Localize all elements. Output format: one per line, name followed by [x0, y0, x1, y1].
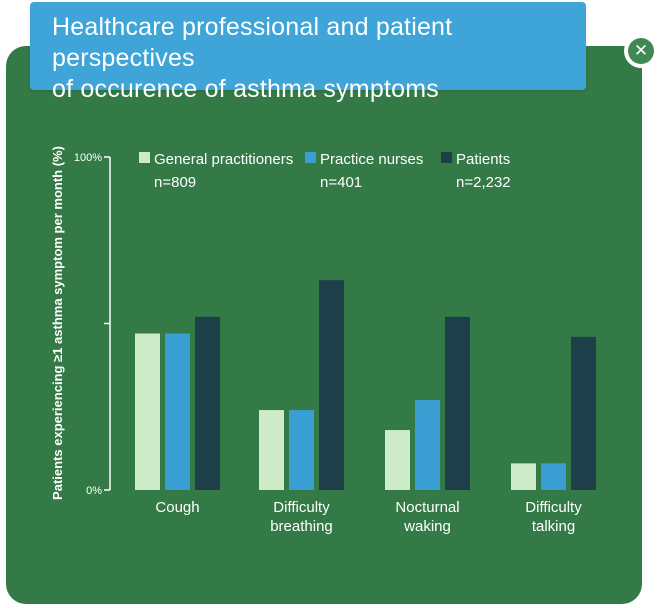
category-label-0: Cough: [155, 499, 199, 516]
legend-swatch-1: [305, 152, 316, 163]
title-line-2: of occurence of asthma symptoms: [52, 75, 439, 103]
bars: [135, 280, 596, 490]
legend-count-1: n=401: [320, 174, 362, 191]
bar-1-1: [289, 410, 314, 490]
bar-1-2: [319, 280, 344, 490]
title-line-1: Healthcare professional and patient pers…: [52, 13, 453, 72]
bar-3-2: [571, 336, 596, 490]
bar-2-1: [415, 400, 440, 490]
y-axis-title: Patients experiencing ≥1 asthma symptom …: [50, 146, 65, 500]
category-label-3: Difficulty: [525, 499, 582, 516]
legend-count-2: n=2,232: [456, 174, 511, 191]
category-label-2-line2: waking: [403, 518, 451, 535]
close-icon-circle[interactable]: ✕: [628, 38, 654, 64]
bar-2-0: [385, 430, 410, 490]
bar-2-2: [445, 316, 470, 490]
legend-count-0: n=809: [154, 174, 196, 191]
bar-0-1: [165, 333, 190, 490]
category-label-3-line2: talking: [532, 518, 575, 535]
category-label-2: Nocturnal: [395, 499, 459, 516]
legend-label-0: General practitioners: [154, 151, 293, 168]
bar-3-0: [511, 463, 536, 490]
legend-swatch-2: [441, 152, 452, 163]
close-icon[interactable]: ✕: [633, 41, 649, 60]
bar-1-0: [259, 410, 284, 490]
bar-0-0: [135, 333, 160, 490]
category-labels: Cough Difficulty breathing Nocturnal waking D…: [155, 499, 582, 535]
legend-label-2: Patients: [456, 151, 510, 168]
y-tick-label-2: 100%: [74, 152, 102, 164]
page-title: Healthcare professional and patient pers…: [52, 12, 572, 105]
y-axis: 0% 100%: [74, 152, 111, 497]
bar-3-1: [541, 463, 566, 490]
legend: General practitioners n=809 Practice nurse…: [139, 151, 511, 191]
category-label-1: Difficulty: [273, 499, 330, 516]
y-tick-label-0: 0%: [86, 485, 102, 497]
legend-label-1: Practice nurses: [320, 151, 423, 168]
legend-swatch-0: [139, 152, 150, 163]
close-button[interactable]: ✕: [624, 34, 658, 68]
title-banner: Healthcare professional and patient pers…: [30, 2, 586, 103]
category-label-1-line2: breathing: [270, 518, 333, 535]
bar-0-2: [195, 316, 220, 490]
